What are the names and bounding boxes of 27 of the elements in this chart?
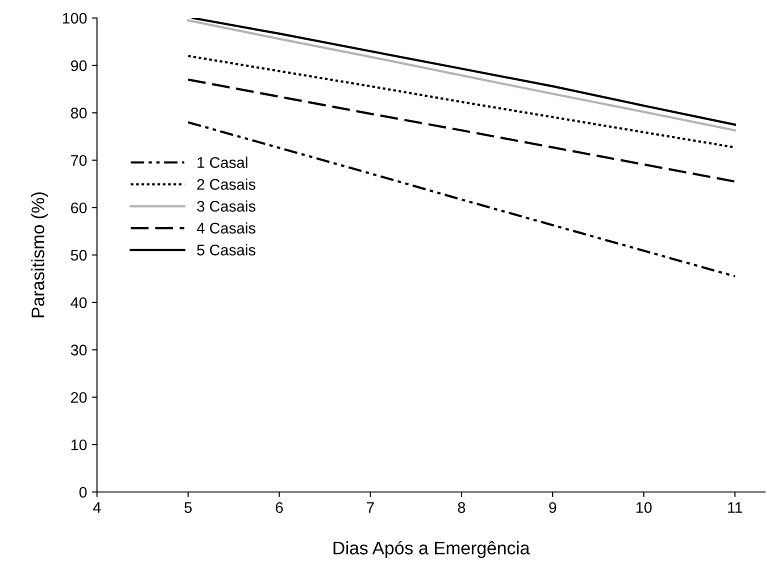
y-axis-title: Parasitismo (%)	[31, 192, 48, 318]
y-tick-label: 100	[62, 12, 87, 24]
y-tick-label: 70	[71, 155, 87, 166]
y-tick-label: 90	[71, 60, 87, 72]
x-tick-label: 6	[276, 502, 283, 513]
x-tick-label: 11	[728, 502, 742, 513]
y-tick-label: 80	[70, 108, 87, 118]
legend-label: 2 Casais	[197, 178, 256, 190]
legend-label: 3 Casais	[197, 200, 256, 212]
y-tick-label: 30	[70, 344, 87, 356]
y-tick-label: 60	[71, 202, 87, 214]
x-tick-label: 9	[549, 502, 556, 513]
legend-label: 5 Casais	[197, 244, 256, 256]
x-tick-label: 8	[458, 502, 466, 513]
y-tick-label: 0	[79, 486, 87, 498]
x-tick-label: 5	[184, 502, 192, 513]
y-tick-label: 50	[70, 250, 87, 261]
y-tick-label: 20	[71, 392, 87, 403]
x-tick-label: 7	[366, 502, 374, 513]
x-tick-label: 4	[93, 502, 101, 513]
y-tick-label: 40	[70, 297, 87, 308]
x-tick-label: 10	[636, 502, 652, 513]
line-series	[187, 121, 736, 278]
x-axis-title: Dias Após a Emergência	[334, 540, 530, 558]
legend-label: 1 Casal	[198, 156, 248, 168]
y-tick-label: 10	[71, 439, 87, 450]
legend-label: 4 Casais	[196, 222, 256, 234]
